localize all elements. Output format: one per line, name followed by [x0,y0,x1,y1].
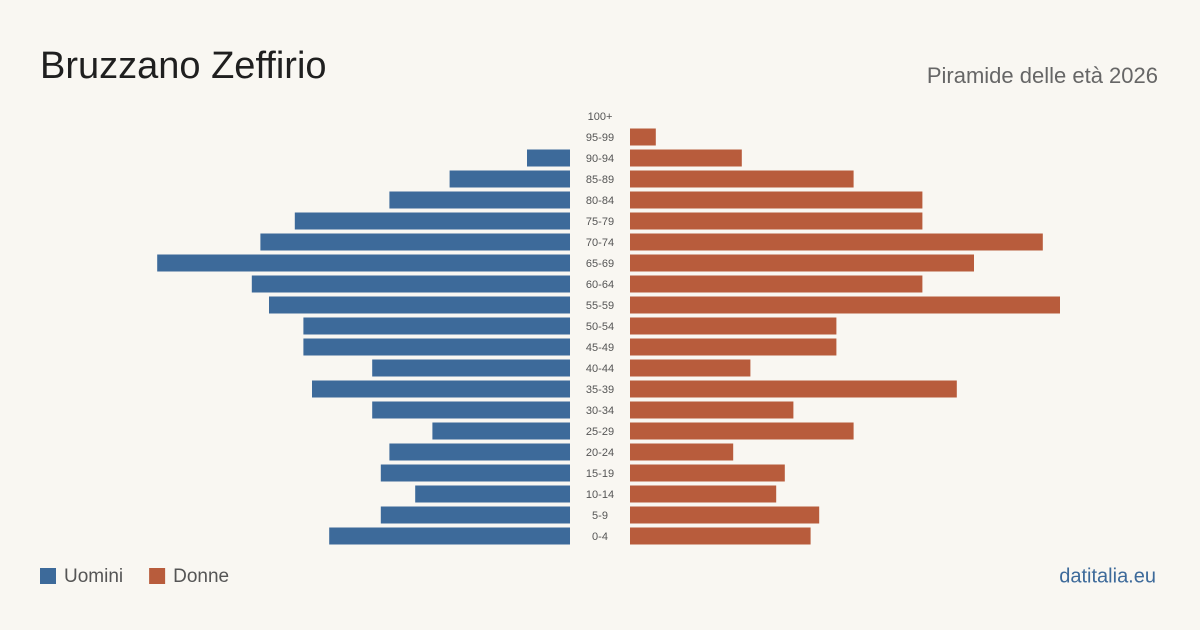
source: datitalia.eu [1059,565,1156,587]
legend-label: Donne [173,566,229,587]
chart-subtitle: Piramide delle età 2026 [927,63,1158,88]
age-label: 25-29 [586,426,614,438]
age-label: 95-99 [586,132,614,144]
bar [372,359,570,377]
age-label: 20-24 [586,447,614,459]
bar [380,506,570,524]
bar [630,359,751,377]
legend-swatch [149,568,166,584]
age-label: 75-79 [586,216,614,228]
bar [630,128,656,146]
bar [630,296,1060,314]
bar [630,212,923,230]
bar [630,422,854,440]
bar [630,233,1043,251]
bar [527,149,570,167]
age-label: 70-74 [586,237,614,249]
age-label: 85-89 [586,174,614,186]
age-label: 5-9 [592,510,608,522]
chart-title: Bruzzano Zeffirio [40,45,327,87]
bar [303,317,570,335]
bar [432,422,570,440]
bar [260,233,570,251]
age-label: 60-64 [586,279,614,291]
bar [630,464,785,482]
bar [630,317,837,335]
bar [269,296,570,314]
age-label: 15-19 [586,468,614,480]
age-label: 50-54 [586,321,614,333]
bar [630,338,837,356]
age-label: 65-69 [586,258,614,270]
legend-label: Uomini [64,566,123,587]
bar [630,506,820,524]
bar [449,170,570,188]
legend-swatch [40,568,56,584]
bar [630,170,854,188]
bar [251,275,571,293]
age-label: 40-44 [586,363,614,375]
bar [389,191,570,209]
bar [630,401,794,419]
age-label: 35-39 [586,384,614,396]
bar [380,464,570,482]
bar [630,527,811,545]
bar [329,527,570,545]
bar [303,338,570,356]
bar [389,443,570,461]
bar [157,254,570,272]
age-label: 10-14 [586,489,614,501]
bar [294,212,570,230]
bar [312,380,570,398]
bar [415,485,570,503]
bar [630,380,957,398]
age-label: 55-59 [586,300,614,312]
bar [630,485,777,503]
age-label: 45-49 [586,342,614,354]
bar [630,191,923,209]
bar [630,149,742,167]
age-label: 0-4 [592,531,608,543]
age-label: 80-84 [586,195,614,207]
bar [630,275,923,293]
bar [372,401,570,419]
age-label: 30-34 [586,405,614,417]
bar [630,254,974,272]
age-label: 100+ [588,111,613,123]
bar [630,443,734,461]
age-label: 90-94 [586,153,614,165]
